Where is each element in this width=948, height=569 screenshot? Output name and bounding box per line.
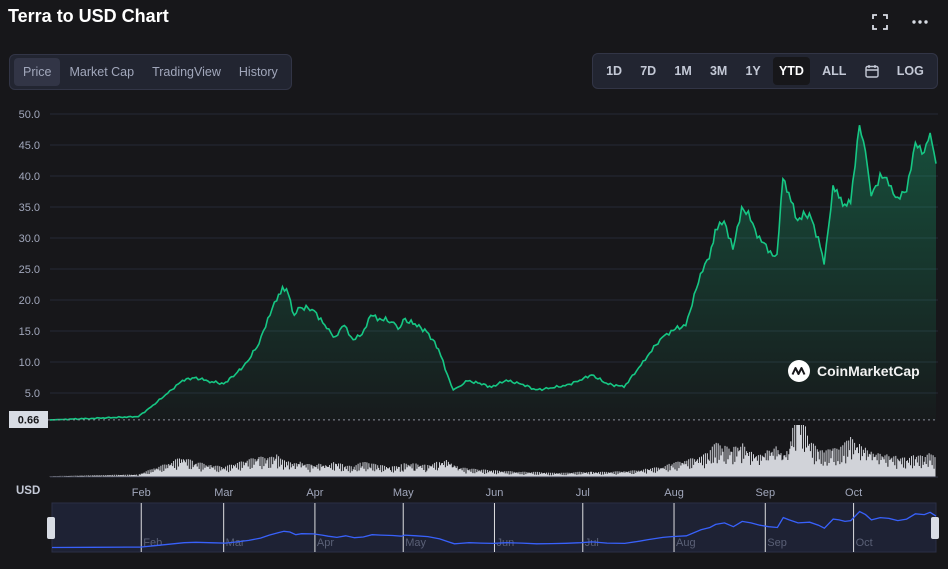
y-tick-label: 5.0: [25, 388, 40, 400]
navigator[interactable]: Feb Mar Apr May Jun Jul Aug Sep Oct: [47, 502, 939, 553]
range-all[interactable]: ALL: [822, 64, 847, 78]
x-tick-label: Oct: [845, 487, 862, 499]
more-options-icon[interactable]: [910, 12, 930, 32]
chart-toolbar: [870, 12, 930, 32]
page-title: Terra to USD Chart: [8, 6, 169, 26]
start-price-badge: 0.66: [9, 411, 48, 428]
x-tick-label: May: [393, 487, 414, 499]
x-tick-label: Apr: [306, 487, 323, 499]
tab-market-cap[interactable]: Market Cap: [69, 65, 135, 79]
x-tick-label: Jul: [576, 487, 590, 499]
y-tick-label: 35.0: [19, 202, 40, 214]
y-tick-label: 15.0: [19, 326, 40, 338]
calendar-button[interactable]: [859, 57, 885, 85]
price-area: [50, 125, 936, 420]
x-tick-label: Sep: [755, 487, 775, 499]
range-log[interactable]: LOG: [896, 64, 924, 78]
navigator-month-label: Feb: [143, 537, 162, 549]
chart-type-tabs: Price Market Cap TradingView History: [9, 54, 292, 90]
coinmarketcap-logo-icon: [788, 360, 810, 382]
navigator-left-handle[interactable]: [47, 517, 55, 539]
navigator-line: [51, 510, 937, 549]
coinmarketcap-watermark: CoinMarketCap: [787, 359, 920, 383]
y-tick-label: 40.0: [19, 171, 40, 183]
price-line: [49, 125, 937, 421]
range-ytd[interactable]: YTD: [772, 57, 810, 85]
navigator-month-label: Apr: [317, 537, 334, 549]
x-tick-label: Mar: [214, 487, 233, 499]
navigator-right-handle[interactable]: [931, 517, 939, 539]
currency-label: USD: [16, 485, 41, 497]
range-1m[interactable]: 1M: [674, 64, 692, 78]
tab-tradingview[interactable]: TradingView: [152, 65, 221, 79]
range-3m[interactable]: 3M: [709, 64, 728, 78]
y-tick-label: 20.0: [19, 295, 40, 307]
x-tick-label: Jun: [486, 487, 504, 499]
navigator-month-label: Sep: [767, 537, 787, 549]
y-tick-label: 50.0: [19, 109, 40, 121]
range-7d[interactable]: 7D: [640, 64, 657, 78]
tab-history[interactable]: History: [238, 65, 278, 79]
x-tick-label: Feb: [132, 487, 151, 499]
y-tick-label: 10.0: [19, 357, 40, 369]
x-tick-label: Aug: [664, 487, 684, 499]
watermark-text: CoinMarketCap: [817, 363, 920, 379]
y-tick-label: 45.0: [19, 140, 40, 152]
y-tick-label: 30.0: [19, 233, 40, 245]
time-range-selector: 1D 7D 1M 3M 1Y YTD ALL LOG: [592, 53, 938, 89]
y-tick-label: 25.0: [19, 264, 40, 276]
navigator-month-label: Mar: [226, 537, 245, 549]
navigator-month-label: Jul: [585, 537, 599, 549]
range-1d[interactable]: 1D: [606, 64, 623, 78]
range-1y[interactable]: 1Y: [745, 64, 761, 78]
navigator-month-label: May: [405, 537, 426, 549]
start-price-label: 0.66: [18, 415, 39, 427]
calendar-icon: [864, 65, 879, 78]
navigator-month-label: Aug: [676, 537, 696, 549]
tab-price[interactable]: Price: [14, 58, 61, 86]
volume-bars: [49, 425, 936, 477]
navigator-month-label: Oct: [856, 537, 873, 549]
fullscreen-icon[interactable]: [870, 12, 890, 32]
